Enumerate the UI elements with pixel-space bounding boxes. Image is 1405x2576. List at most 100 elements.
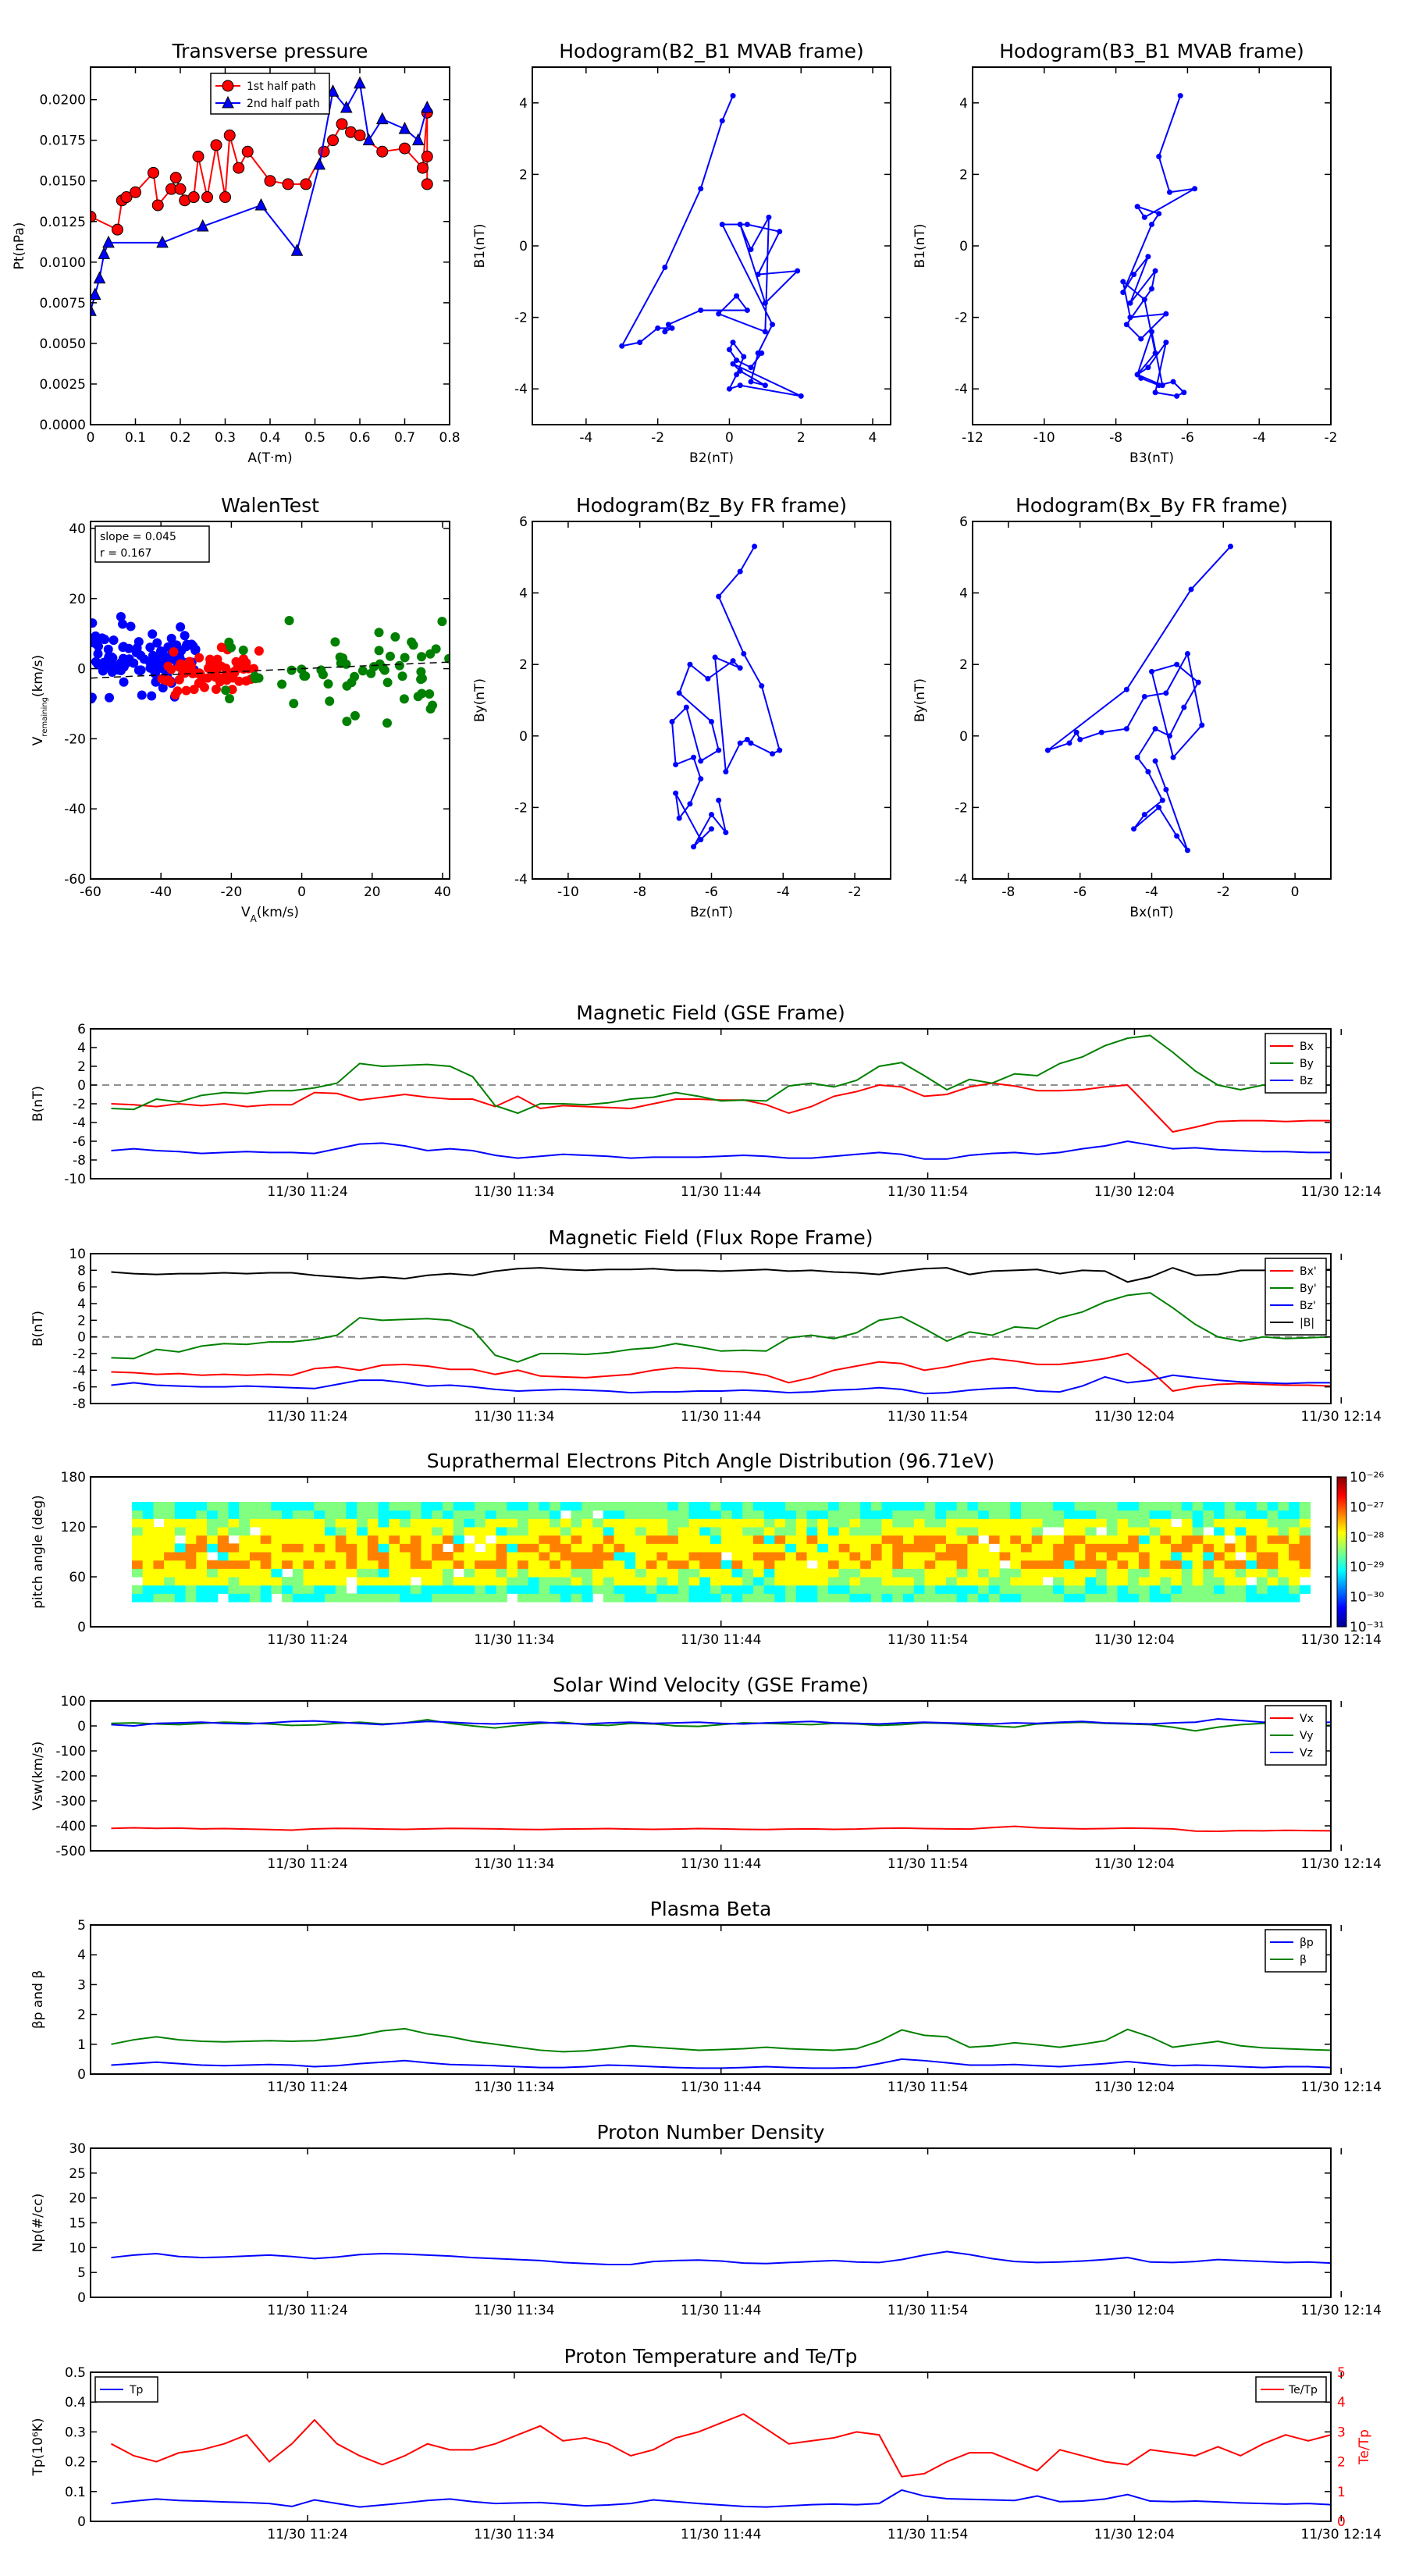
pad-cell: [978, 1560, 990, 1569]
pad-cell: [1224, 1502, 1236, 1511]
pad-cell: [228, 1552, 240, 1561]
walen-point: [91, 618, 98, 628]
hodo1-xtick-label: 4: [869, 430, 877, 446]
pad-cell: [228, 1543, 240, 1553]
pad-cell: [1128, 1593, 1140, 1603]
pt-series1-point: [421, 100, 434, 113]
pad-cell: [196, 1552, 208, 1561]
bgse-xtick-label: 11/30 11:44: [681, 1184, 761, 1200]
pt-series0-point: [264, 175, 276, 187]
pad-cell: [507, 1585, 518, 1594]
hodo2-series0-point: [1127, 300, 1133, 306]
tp-xtick-label: 11/30 11:54: [887, 2527, 968, 2542]
pt-series1-point: [375, 112, 389, 125]
pad-cell: [614, 1527, 625, 1536]
pad-cell: [1160, 1527, 1172, 1536]
pad-cell: [442, 1568, 454, 1578]
pad-cell: [1117, 1502, 1129, 1511]
pad-cell: [1171, 1593, 1183, 1603]
hodo2-series0-point: [1120, 279, 1126, 285]
pad-cell: [174, 1543, 187, 1553]
hodo1-ytick-label: 2: [519, 167, 528, 183]
pad-cell: [1256, 1593, 1268, 1603]
pad-cell: [550, 1585, 561, 1594]
pad-cell: [217, 1560, 229, 1569]
pad-cell: [260, 1552, 272, 1561]
pad-cell: [582, 1527, 593, 1536]
pad-cell: [999, 1552, 1011, 1561]
pad-cell: [1181, 1577, 1193, 1586]
walen-point: [417, 688, 427, 699]
pt-xtick-label: 0.1: [125, 430, 146, 446]
pad-cell: [785, 1568, 797, 1578]
pad-cell: [324, 1543, 336, 1553]
hodo1-plot-area: [619, 93, 804, 399]
pad-cell: [367, 1510, 379, 1519]
beta-legend: [1264, 1929, 1327, 1973]
pad-cell: [785, 1593, 797, 1603]
pad-cell: [720, 1518, 733, 1528]
pad-cell: [1010, 1510, 1022, 1519]
pt-xtick-label: 0.6: [349, 430, 370, 446]
hodo3-series0-point: [741, 650, 747, 656]
pad-cell: [485, 1510, 497, 1519]
hodo2-title: Hodogram(B3_B1 MVAB frame): [999, 40, 1304, 62]
hodo1-series0-point: [726, 347, 732, 353]
pad-cell: [988, 1518, 1001, 1528]
walen-point: [286, 665, 297, 675]
pad-cell: [795, 1568, 808, 1578]
bfr-xtick-label: 11/30 12:14: [1301, 1409, 1382, 1425]
pad-cell: [1256, 1577, 1268, 1586]
walen-ytick-label: 20: [69, 592, 86, 607]
pad-cell: [1181, 1593, 1193, 1603]
pad-cell: [1149, 1585, 1161, 1594]
pad-cell: [357, 1568, 368, 1578]
pad-cell: [720, 1577, 733, 1586]
hodo3-series0-point: [777, 747, 783, 753]
walen-fit-line: [91, 661, 450, 679]
pad-cell: [142, 1585, 155, 1594]
pad-cell: [485, 1527, 497, 1536]
hodo1-series0-point: [719, 222, 725, 228]
pad-cell: [678, 1502, 690, 1511]
pad-cell: [1256, 1552, 1268, 1561]
hodo3-series0-point: [691, 844, 697, 850]
pad-cell: [903, 1502, 915, 1511]
pad-cell: [410, 1527, 422, 1536]
pad-cell: [614, 1560, 625, 1569]
pad-cell: [335, 1577, 347, 1586]
tp-legend-right: Te/Tp: [1255, 2376, 1327, 2403]
pad-cell: [335, 1568, 347, 1578]
pad-cell: [1299, 1560, 1311, 1569]
pad-cell: [1160, 1560, 1172, 1569]
pad-cell: [560, 1518, 572, 1528]
pad-cell: [688, 1510, 700, 1519]
pad-cell: [688, 1593, 700, 1603]
pad-cell: [656, 1560, 668, 1569]
pad-cell: [432, 1527, 443, 1536]
beta-xtick-label: 11/30 12:04: [1094, 2080, 1175, 2095]
pad-cell: [367, 1543, 379, 1553]
pad-cell: [131, 1593, 144, 1603]
pad-cell: [1224, 1593, 1236, 1603]
np-ytick-label: 30: [69, 2141, 86, 2157]
pad-cell: [667, 1535, 679, 1544]
pad-cell: [314, 1568, 325, 1578]
pad-cell: [1192, 1535, 1204, 1544]
pad-cell: [260, 1543, 272, 1553]
pad-ylabel: pitch angle (deg): [30, 1495, 46, 1609]
hodo4-series0-point: [1184, 847, 1190, 853]
pad-cell: [528, 1593, 540, 1603]
pad-cell: [1074, 1560, 1086, 1569]
pad-cell: [913, 1518, 926, 1528]
pad-cell: [357, 1543, 368, 1553]
pad-cell: [656, 1535, 668, 1544]
pad-cell: [1128, 1518, 1140, 1528]
hodo4-series0-point: [1181, 704, 1187, 710]
pad-cell: [1063, 1577, 1076, 1586]
pad-cell: [357, 1593, 368, 1603]
pad-cell: [806, 1510, 818, 1519]
pad-cell: [710, 1518, 722, 1528]
pad-cell: [892, 1552, 904, 1561]
pad-cell: [635, 1527, 647, 1536]
